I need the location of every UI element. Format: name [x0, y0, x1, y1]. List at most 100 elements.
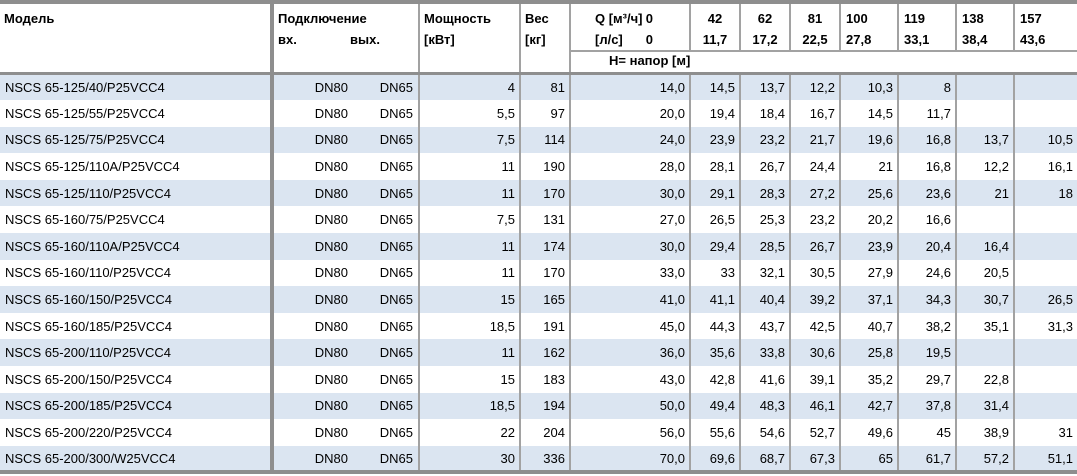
flow-m3h-value: 81 [807, 11, 823, 26]
head-value-cell: 18 [1014, 179, 1077, 207]
head-value-cell: 10,5 [1014, 126, 1077, 154]
head-value-cell: 25,6 [840, 179, 899, 207]
head-value-cell: 22,8 [956, 366, 1015, 393]
table-row: NSCS 65-160/150/P25VCC4 DN80 DN65 15 165 41,0… [0, 286, 1077, 313]
power-cell: 7,5 [419, 206, 521, 234]
head-value-cell: 49,6 [840, 419, 899, 446]
head-value-cell: 26,7 [740, 153, 791, 180]
outlet-cell: DN65 [350, 179, 420, 207]
model-cell: NSCS 65-125/75/P25VCC4 [0, 126, 274, 154]
weight-cell: 204 [520, 419, 571, 446]
flow-ls-value: 11,7 [702, 32, 728, 47]
head-value-cell: 29,4 [690, 233, 741, 260]
weight-cell: 336 [520, 445, 571, 473]
inlet-cell: DN80 [272, 339, 350, 367]
table-row: NSCS 65-160/110A/P25VCC4 DN80 DN65 11 174 30,… [0, 233, 1077, 260]
head-value-cell: 13,7 [956, 126, 1015, 154]
power-cell: 7,5 [419, 126, 521, 154]
header-row-head: H= напор [м] [0, 51, 1077, 75]
head-value-cell: 16,8 [898, 153, 957, 180]
head-value-cell: 24,0 [570, 126, 691, 154]
head-value-cell: 33,0 [570, 259, 691, 287]
head-value-cell: 16,7 [790, 100, 841, 127]
column-header-flow: 100 27,8 [840, 2, 899, 52]
flow-ls-value: 22,5 [802, 32, 828, 47]
column-header-flow: 42 11,7 [690, 2, 741, 52]
head-value-cell: 19,4 [690, 100, 741, 127]
inlet-cell: DN80 [272, 206, 350, 234]
head-value-cell: 14,5 [690, 73, 741, 101]
head-value-cell [956, 339, 1015, 367]
power-cell: 18,5 [419, 312, 521, 340]
weight-cell: 190 [520, 153, 571, 180]
weight-cell: 131 [520, 206, 571, 234]
head-value-cell: 39,1 [790, 366, 841, 393]
outlet-cell: DN65 [350, 259, 420, 287]
weight-cell: 97 [520, 100, 571, 127]
flow-ls-value: 43,6 [1020, 32, 1046, 47]
head-value-cell: 44,3 [690, 312, 741, 340]
power-cell: 11 [419, 259, 521, 287]
head-value-cell: 68,7 [740, 445, 791, 473]
weight-cell: 170 [520, 179, 571, 207]
flow-m3h-value: 138 [962, 11, 984, 26]
weight-cell: 191 [520, 312, 571, 340]
head-value-cell [956, 73, 1015, 101]
column-header-flow: 157 43,6 [1014, 2, 1077, 52]
model-cell: NSCS 65-200/220/P25VCC4 [0, 419, 274, 446]
table-row: NSCS 65-125/40/P25VCC4 DN80 DN65 4 81 14,0 14,… [0, 73, 1077, 101]
head-value-cell: 12,2 [956, 153, 1015, 180]
model-cell: NSCS 65-200/150/P25VCC4 [0, 366, 274, 393]
head-value-cell: 31,4 [956, 392, 1015, 420]
head-value-cell: 54,6 [740, 419, 791, 446]
model-cell: NSCS 65-160/75/P25VCC4 [0, 206, 274, 234]
model-cell: NSCS 65-160/110A/P25VCC4 [0, 233, 274, 260]
outlet-cell: DN65 [350, 100, 420, 127]
table-row: NSCS 65-125/55/P25VCC4 DN80 DN65 5,5 97 20,0 1… [0, 100, 1077, 127]
head-value-cell: 25,3 [740, 206, 791, 234]
weight-cell: 170 [520, 259, 571, 287]
head-value-cell: 69,6 [690, 445, 741, 473]
head-value-cell: 30,5 [790, 259, 841, 287]
table-row: NSCS 65-200/150/P25VCC4 DN80 DN65 15 183 43,0… [0, 366, 1077, 393]
head-value-cell: 18,4 [740, 100, 791, 127]
table-row: NSCS 65-125/110A/P25VCC4 DN80 DN65 11 190 28,… [0, 153, 1077, 180]
model-cell: NSCS 65-160/110/P25VCC4 [0, 259, 274, 287]
inlet-cell: DN80 [272, 312, 350, 340]
head-value-cell: 43,7 [740, 312, 791, 340]
flow-m3h-value: 119 [904, 11, 925, 26]
head-value-cell [1014, 100, 1077, 127]
head-value-cell: 23,9 [690, 126, 741, 154]
head-value-cell: 21 [840, 153, 899, 180]
head-value-cell: 20,2 [840, 206, 899, 234]
head-value-cell: 42,8 [690, 366, 741, 393]
flow-m3h-first-value: 0 [645, 11, 653, 26]
head-value-cell: 28,0 [570, 153, 691, 180]
head-value-cell [1014, 392, 1077, 420]
head-value-cell: 29,7 [898, 366, 957, 393]
head-value-cell: 28,1 [690, 153, 741, 180]
head-value-cell: 16,6 [898, 206, 957, 234]
model-cell: NSCS 65-200/110/P25VCC4 [0, 339, 274, 367]
head-value-cell: 67,3 [790, 445, 841, 473]
flow-ls-first-value: 0 [645, 32, 653, 47]
power-cell: 11 [419, 339, 521, 367]
model-cell: NSCS 65-125/110/P25VCC4 [0, 179, 274, 207]
head-value-cell: 16,4 [956, 233, 1015, 260]
flow-m3h-label: Q [м³/ч] [595, 11, 643, 26]
flow-ls-value: 38,4 [962, 32, 988, 47]
outlet-cell: DN65 [350, 392, 420, 420]
head-value-cell: 26,7 [790, 233, 841, 260]
head-value-cell: 37,1 [840, 286, 899, 313]
flow-ls-label: [л/с] [595, 32, 623, 47]
inlet-cell: DN80 [272, 233, 350, 260]
head-value-cell: 45 [898, 419, 957, 446]
head-value-cell: 23,6 [898, 179, 957, 207]
power-cell: 5,5 [419, 100, 521, 127]
model-cell: NSCS 65-200/300/W25VCC4 [0, 445, 274, 473]
head-value-cell: 10,3 [840, 73, 899, 101]
weight-cell: 165 [520, 286, 571, 313]
head-value-cell: 19,5 [898, 339, 957, 367]
head-value-cell: 45,0 [570, 312, 691, 340]
